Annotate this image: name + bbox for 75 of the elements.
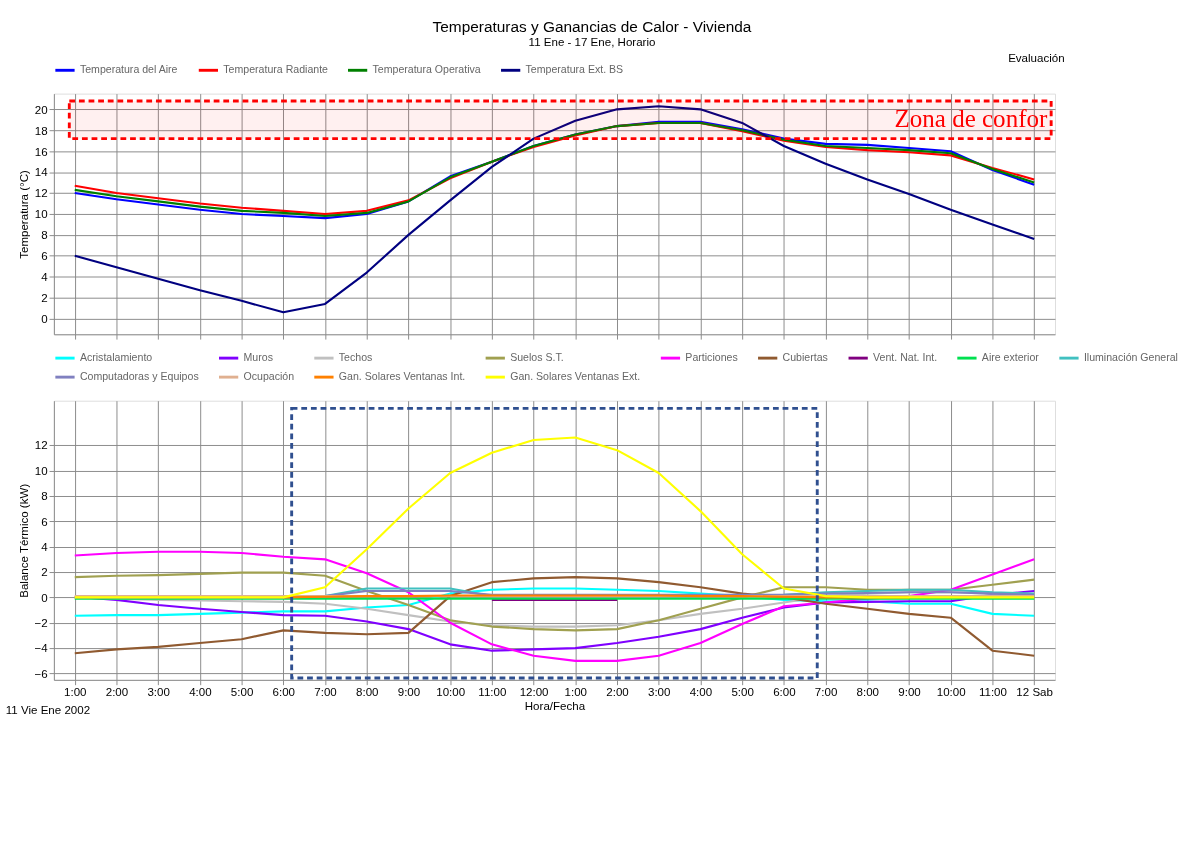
x-tick-label: 6:00 bbox=[272, 685, 296, 698]
x-tick-label: 6:00 bbox=[773, 685, 796, 698]
x-tick-label: 9:00 bbox=[397, 685, 421, 698]
legend-label: Iluminación General bbox=[1083, 351, 1178, 363]
x-tick-label: 7:00 bbox=[314, 685, 337, 698]
legend-label: Ocupación bbox=[243, 370, 295, 383]
y-tick-label: 6 bbox=[41, 250, 48, 263]
y-tick-label: 0 bbox=[41, 591, 48, 604]
text: 11 Vie Ene 2002 bbox=[5, 703, 91, 716]
x-tick-label: 5:00 bbox=[230, 685, 254, 698]
y-tick-label: 8 bbox=[41, 229, 48, 242]
y-axis-title: Balance Térmico (kW) bbox=[17, 483, 30, 598]
y-tick-label: 18 bbox=[34, 124, 48, 137]
legend-label: Muros bbox=[243, 351, 273, 363]
x-tick-label: 12 Sab bbox=[1016, 685, 1053, 698]
y-tick-label: 12 bbox=[34, 439, 48, 452]
x-tick-label: 11:00 bbox=[978, 685, 1007, 698]
legend-label: Gan. Solares Ventanas Ext. bbox=[510, 370, 641, 383]
x-tick-label: 3:00 bbox=[647, 685, 671, 698]
y-tick-label: 4 bbox=[41, 271, 49, 284]
y-tick-label: 0 bbox=[41, 312, 48, 325]
y-tick-label: 4 bbox=[41, 540, 49, 553]
legend-label: Techos bbox=[338, 351, 373, 363]
legend-label: Temperatura Ext. BS bbox=[525, 63, 624, 76]
chart-subtitle: 11 Ene - 17 Ene, Horario bbox=[528, 35, 656, 48]
legend-label: Gan. Solares Ventanas Int. bbox=[338, 370, 466, 383]
x-tick-label: 12:00 bbox=[519, 685, 549, 698]
legend-label: Vent. Nat. Int. bbox=[873, 351, 938, 363]
chart-title: Temperaturas y Ganancias de Calor - Vivienda bbox=[432, 17, 752, 35]
line-series bbox=[73, 436, 1036, 599]
x-tick-label: 2:00 bbox=[606, 685, 629, 698]
x-tick-label: 4:00 bbox=[189, 685, 212, 698]
x-tick-label: 4:00 bbox=[689, 685, 713, 698]
y-axis-title: Temperatura (°C) bbox=[18, 169, 31, 259]
band-label: Zona de confor bbox=[894, 105, 1048, 133]
x-tick-label: 3:00 bbox=[147, 685, 170, 698]
y-tick-label: 8 bbox=[41, 490, 48, 503]
x-tick-label: 8:00 bbox=[355, 685, 379, 698]
y-tick-label: 10 bbox=[34, 208, 48, 221]
legend-label: Temperatura Operativa bbox=[372, 63, 481, 76]
x-tick-label: 10:00 bbox=[436, 685, 466, 698]
x-tick-label: 9:00 bbox=[898, 685, 921, 698]
legend-label: Temperatura del Aire bbox=[79, 63, 178, 76]
y-tick-label: 16 bbox=[34, 145, 48, 158]
y-tick-label: 20 bbox=[34, 103, 48, 116]
y-tick-label: −6 bbox=[34, 667, 48, 680]
x-tick-label: 8:00 bbox=[856, 685, 880, 698]
x-tick-label: 11:00 bbox=[478, 685, 507, 698]
x-axis-title: Hora/Fecha bbox=[524, 700, 586, 713]
legend-label: Cubiertas bbox=[782, 351, 828, 363]
legend-label: Suelos S.T. bbox=[510, 351, 564, 363]
y-tick-label: 6 bbox=[41, 515, 48, 528]
x-tick-label: 7:00 bbox=[814, 685, 838, 698]
x-tick-label: 1:00 bbox=[64, 685, 87, 698]
line-series bbox=[73, 576, 1036, 657]
x-tick-label: 2:00 bbox=[105, 685, 129, 698]
legend-label: Acristalamiento bbox=[79, 351, 153, 363]
x-tick-label: 5:00 bbox=[731, 685, 754, 698]
y-tick-label: 10 bbox=[34, 464, 48, 477]
y-tick-label: 14 bbox=[34, 166, 49, 179]
line-series bbox=[73, 550, 1036, 662]
text: Evaluación bbox=[1008, 51, 1065, 64]
legend-label: Aire exterior bbox=[981, 351, 1040, 363]
line-series bbox=[73, 587, 1036, 617]
x-tick-label: 1:00 bbox=[564, 685, 588, 698]
legend-label: Temperatura Radiante bbox=[223, 63, 329, 76]
x-tick-label: 10:00 bbox=[936, 685, 966, 698]
y-tick-label: 2 bbox=[41, 292, 48, 304]
y-tick-label: 2 bbox=[41, 566, 48, 579]
y-tick-label: −4 bbox=[34, 642, 49, 655]
legend-label: Computadoras y Equipos bbox=[79, 370, 199, 383]
line-series bbox=[73, 571, 1036, 632]
legend-label: Particiones bbox=[685, 351, 738, 363]
y-tick-label: 12 bbox=[34, 187, 48, 200]
y-tick-label: −2 bbox=[34, 617, 48, 630]
